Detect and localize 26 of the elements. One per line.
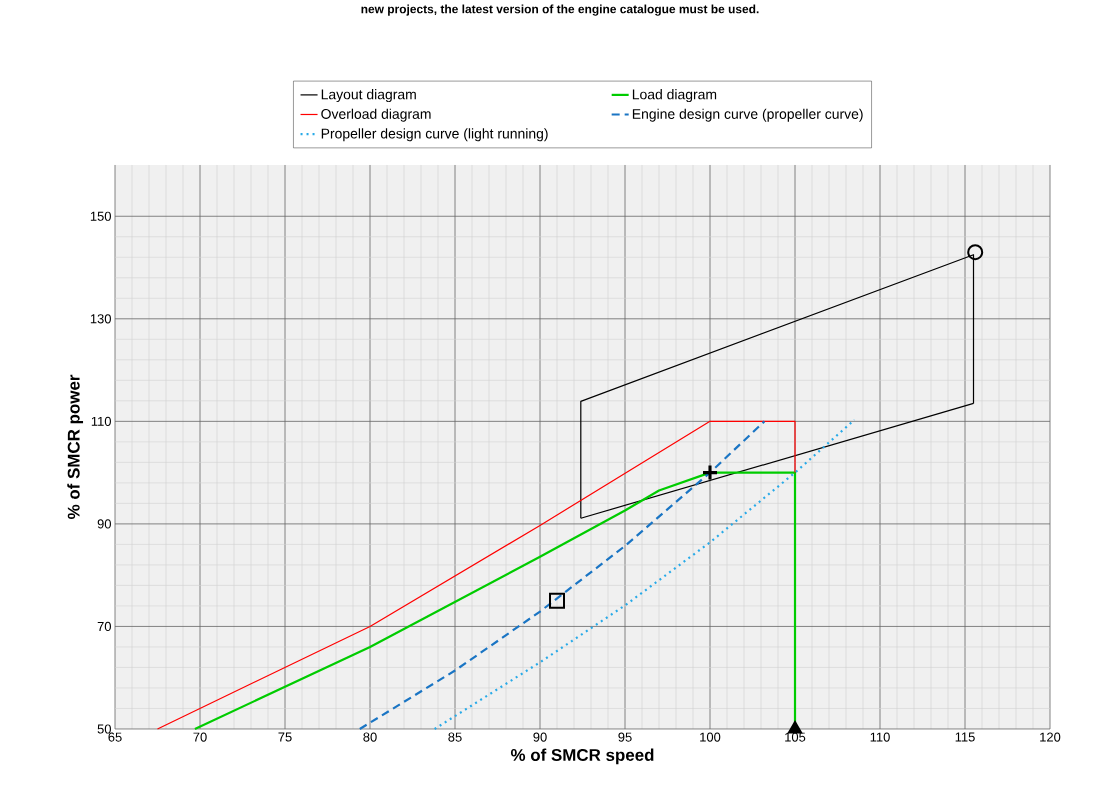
x-tick-label: 115 <box>955 732 975 742</box>
y-tick-label: 70 <box>97 621 111 632</box>
legend-label: Overload diagram <box>321 108 431 122</box>
x-tick-label: 120 <box>1040 732 1061 742</box>
x-tick-label: 100 <box>700 732 721 742</box>
y-tick-label: 50 <box>97 724 111 734</box>
x-tick-label: 65 <box>108 732 122 742</box>
chart-title: new projects, the latest version of the engine catalogue must be used. <box>361 4 759 16</box>
x-tick-label: 110 <box>870 732 890 742</box>
legend-label: Layout diagram <box>321 89 416 103</box>
x-tick-label: 95 <box>618 732 632 742</box>
x-tick-label: 75 <box>278 732 292 742</box>
y-axis-title: % of SMCR power <box>67 374 84 520</box>
x-tick-label: 70 <box>193 732 207 742</box>
x-tick-label: 90 <box>533 732 547 742</box>
x-tick-label: 105 <box>785 732 806 742</box>
x-tick-label: 85 <box>448 732 462 742</box>
y-tick-label: 150 <box>90 211 111 221</box>
legend-label: Propeller design curve (light running) <box>321 128 548 142</box>
y-tick-label: 130 <box>90 314 111 324</box>
x-axis-title: % of SMCR speed <box>510 748 654 765</box>
x-tick-label: 80 <box>363 732 377 742</box>
y-tick-label: 110 <box>91 416 111 426</box>
legend-label: Engine design curve (propeller curve) <box>632 108 863 122</box>
legend-label: Load diagram <box>632 89 717 103</box>
y-tick-label: 90 <box>97 519 111 529</box>
